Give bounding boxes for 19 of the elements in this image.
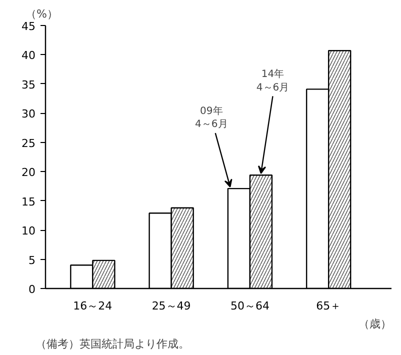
y-tick-label: 40 — [22, 49, 36, 62]
y-tick-label: 0 — [28, 283, 36, 296]
y-tick-label: 20 — [22, 166, 36, 180]
x-tick-label: 25～49 — [152, 300, 191, 312]
y-tick-label: 25 — [22, 136, 36, 150]
y-tick-label: 5 — [28, 254, 36, 267]
y-tick-label: 45 — [22, 20, 36, 33]
text: 14年 4～6月 — [256, 68, 290, 94]
x-tick-label: 65＋ — [316, 300, 342, 312]
text: （備考）英国統計局より作成。 — [36, 338, 190, 350]
x-axis-title: （歳） — [358, 318, 392, 330]
x-tick-label: 16～24 — [73, 300, 112, 312]
y-axis-title: （%） — [26, 8, 58, 20]
y-tick-label: 15 — [22, 195, 36, 208]
x-tick-label: 50～64 — [230, 300, 270, 312]
y-tick-label: 35 — [22, 78, 36, 92]
y-tick-label: 10 — [22, 224, 36, 238]
text: 09年 4～6月 — [195, 104, 228, 130]
y-tick-label: 30 — [22, 108, 36, 121]
